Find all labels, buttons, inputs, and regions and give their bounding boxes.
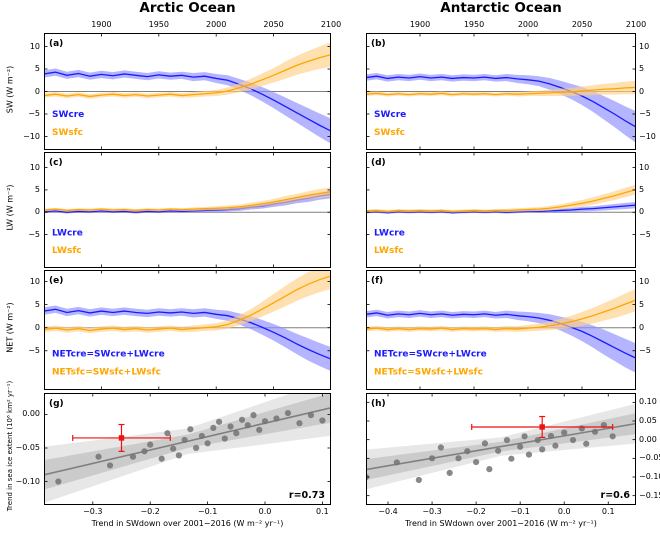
tick-label: 2000 bbox=[517, 20, 539, 29]
tick-label: 2050 bbox=[571, 20, 593, 29]
svg-text:LWcre: LWcre bbox=[374, 229, 405, 239]
svg-text:(b): (b) bbox=[371, 39, 386, 49]
svg-text:NETcre=SWcre+LWcre: NETcre=SWcre+LWcre bbox=[52, 349, 165, 359]
tick-label: 2050 bbox=[263, 20, 284, 29]
panel-a: SWcre SWsfc (a) bbox=[43, 33, 332, 150]
tick-label: 0 bbox=[639, 322, 645, 332]
tick-label: −0.05 bbox=[15, 442, 40, 452]
panel-h: r=0.6 (h) bbox=[362, 393, 637, 505]
panel-d: LWcre LWsfc (d) bbox=[365, 152, 637, 268]
tick-label: 0 bbox=[639, 207, 645, 217]
svg-text:LWsfc: LWsfc bbox=[374, 246, 404, 256]
tick-label: 10 bbox=[639, 41, 650, 51]
tick-label: 1900 bbox=[409, 20, 431, 29]
svg-text:r=0.6: r=0.6 bbox=[601, 490, 631, 501]
tick-label: −5 bbox=[639, 109, 651, 118]
tick-label: 10 bbox=[29, 41, 40, 51]
tick-label: 10 bbox=[639, 162, 650, 172]
tick-label: −5 bbox=[28, 109, 40, 118]
tick-label: 2100 bbox=[625, 20, 647, 29]
tick-label: 5 bbox=[639, 64, 645, 73]
tick-label: 2000 bbox=[206, 20, 227, 29]
tick-label: −0.3 bbox=[83, 507, 103, 516]
tick-label: −5 bbox=[28, 345, 40, 355]
svg-text:(c): (c) bbox=[49, 158, 63, 168]
tick-label: 10 bbox=[29, 162, 40, 172]
tick-label: 5 bbox=[639, 299, 645, 309]
tick-label: 5 bbox=[639, 184, 645, 194]
tick-label: −10 bbox=[23, 131, 40, 141]
tick-label: 0.1 bbox=[316, 507, 329, 516]
panel-e: NETcre=SWcre+LWcre NETsfc=SWsfc+LWsfc (e) bbox=[43, 263, 332, 390]
tick-label: 0.0 bbox=[258, 507, 272, 516]
tick-label: −0.1 bbox=[510, 507, 530, 516]
tick-label: 0 bbox=[34, 86, 40, 96]
tick-label: 1950 bbox=[148, 20, 169, 29]
tick-label: −0.2 bbox=[466, 507, 486, 516]
svg-text:(d): (d) bbox=[371, 158, 386, 168]
tick-label: −0.2 bbox=[140, 507, 160, 516]
x-axis-label-arctic-scatter: Trend in SWdown over 2001−2016 (W m⁻² yr… bbox=[91, 519, 284, 528]
tick-label: 0.1 bbox=[601, 507, 615, 516]
svg-text:LWsfc: LWsfc bbox=[52, 246, 82, 256]
tick-label: 0 bbox=[34, 322, 40, 332]
svg-text:NETcre=SWcre+LWcre: NETcre=SWcre+LWcre bbox=[374, 349, 487, 359]
tick-label: 2100 bbox=[320, 20, 342, 29]
tick-label: 10 bbox=[639, 276, 650, 286]
svg-text:NETsfc=SWsfc+LWsfc: NETsfc=SWsfc+LWsfc bbox=[52, 367, 161, 377]
svg-text:(f): (f) bbox=[371, 276, 383, 286]
tick-label: 5 bbox=[34, 184, 40, 194]
panel-b: SWcre SWsfc (b) bbox=[365, 33, 637, 150]
panel-c: LWcre LWsfc (c) bbox=[43, 152, 332, 268]
svg-text:(h): (h) bbox=[371, 399, 386, 409]
tick-label: 1950 bbox=[463, 20, 485, 29]
tick-label: 5 bbox=[34, 64, 40, 73]
x-axis-label-antarctic-scatter: Trend in SWdown over 2001−2016 (W m⁻² yr… bbox=[405, 519, 597, 528]
svg-text:SWsfc: SWsfc bbox=[52, 128, 83, 138]
svg-text:SWsfc: SWsfc bbox=[374, 128, 405, 138]
tick-label: −0.10 bbox=[15, 476, 40, 486]
svg-text:r=0.73: r=0.73 bbox=[289, 490, 325, 501]
tick-label: −0.10 bbox=[639, 472, 660, 481]
panel-g: r=0.73 (g) bbox=[43, 379, 332, 505]
tick-label: −5 bbox=[28, 229, 40, 239]
tick-label: 0.0 bbox=[557, 507, 571, 516]
tick-label: 0.00 bbox=[22, 409, 40, 419]
tick-label: −0.4 bbox=[378, 507, 398, 516]
svg-text:SWcre: SWcre bbox=[374, 110, 406, 120]
svg-text:(g): (g) bbox=[49, 399, 64, 409]
tick-label: −5 bbox=[639, 345, 651, 355]
svg-text:(e): (e) bbox=[49, 276, 63, 286]
tick-label: −10 bbox=[639, 131, 656, 141]
svg-text:SWcre: SWcre bbox=[52, 110, 84, 120]
tick-label: −0.1 bbox=[197, 507, 218, 516]
tick-label: 1900 bbox=[91, 20, 112, 29]
tick-label: 10 bbox=[29, 276, 40, 286]
tick-label: 0 bbox=[639, 86, 645, 96]
tick-label: −0.05 bbox=[639, 453, 660, 463]
tick-label: 0.00 bbox=[639, 434, 657, 444]
tick-label: 5 bbox=[34, 299, 40, 309]
svg-text:(a): (a) bbox=[49, 39, 63, 49]
tick-label: 0.05 bbox=[639, 416, 657, 425]
svg-text:LWcre: LWcre bbox=[52, 229, 83, 239]
tick-label: −0.15 bbox=[639, 490, 660, 500]
column-title-arctic: Arctic Ocean bbox=[139, 0, 236, 16]
svg-text:NETsfc=SWsfc+LWsfc: NETsfc=SWsfc+LWsfc bbox=[374, 367, 483, 377]
column-title-antarctic: Antarctic Ocean bbox=[440, 0, 562, 16]
tick-label: −5 bbox=[639, 229, 651, 239]
tick-label: 0.10 bbox=[639, 397, 657, 407]
panel-f: NETcre=SWcre+LWcre NETsfc=SWsfc+LWsfc (f) bbox=[365, 270, 637, 390]
tick-label: −0.3 bbox=[422, 507, 442, 516]
tick-label: 0 bbox=[34, 207, 40, 217]
